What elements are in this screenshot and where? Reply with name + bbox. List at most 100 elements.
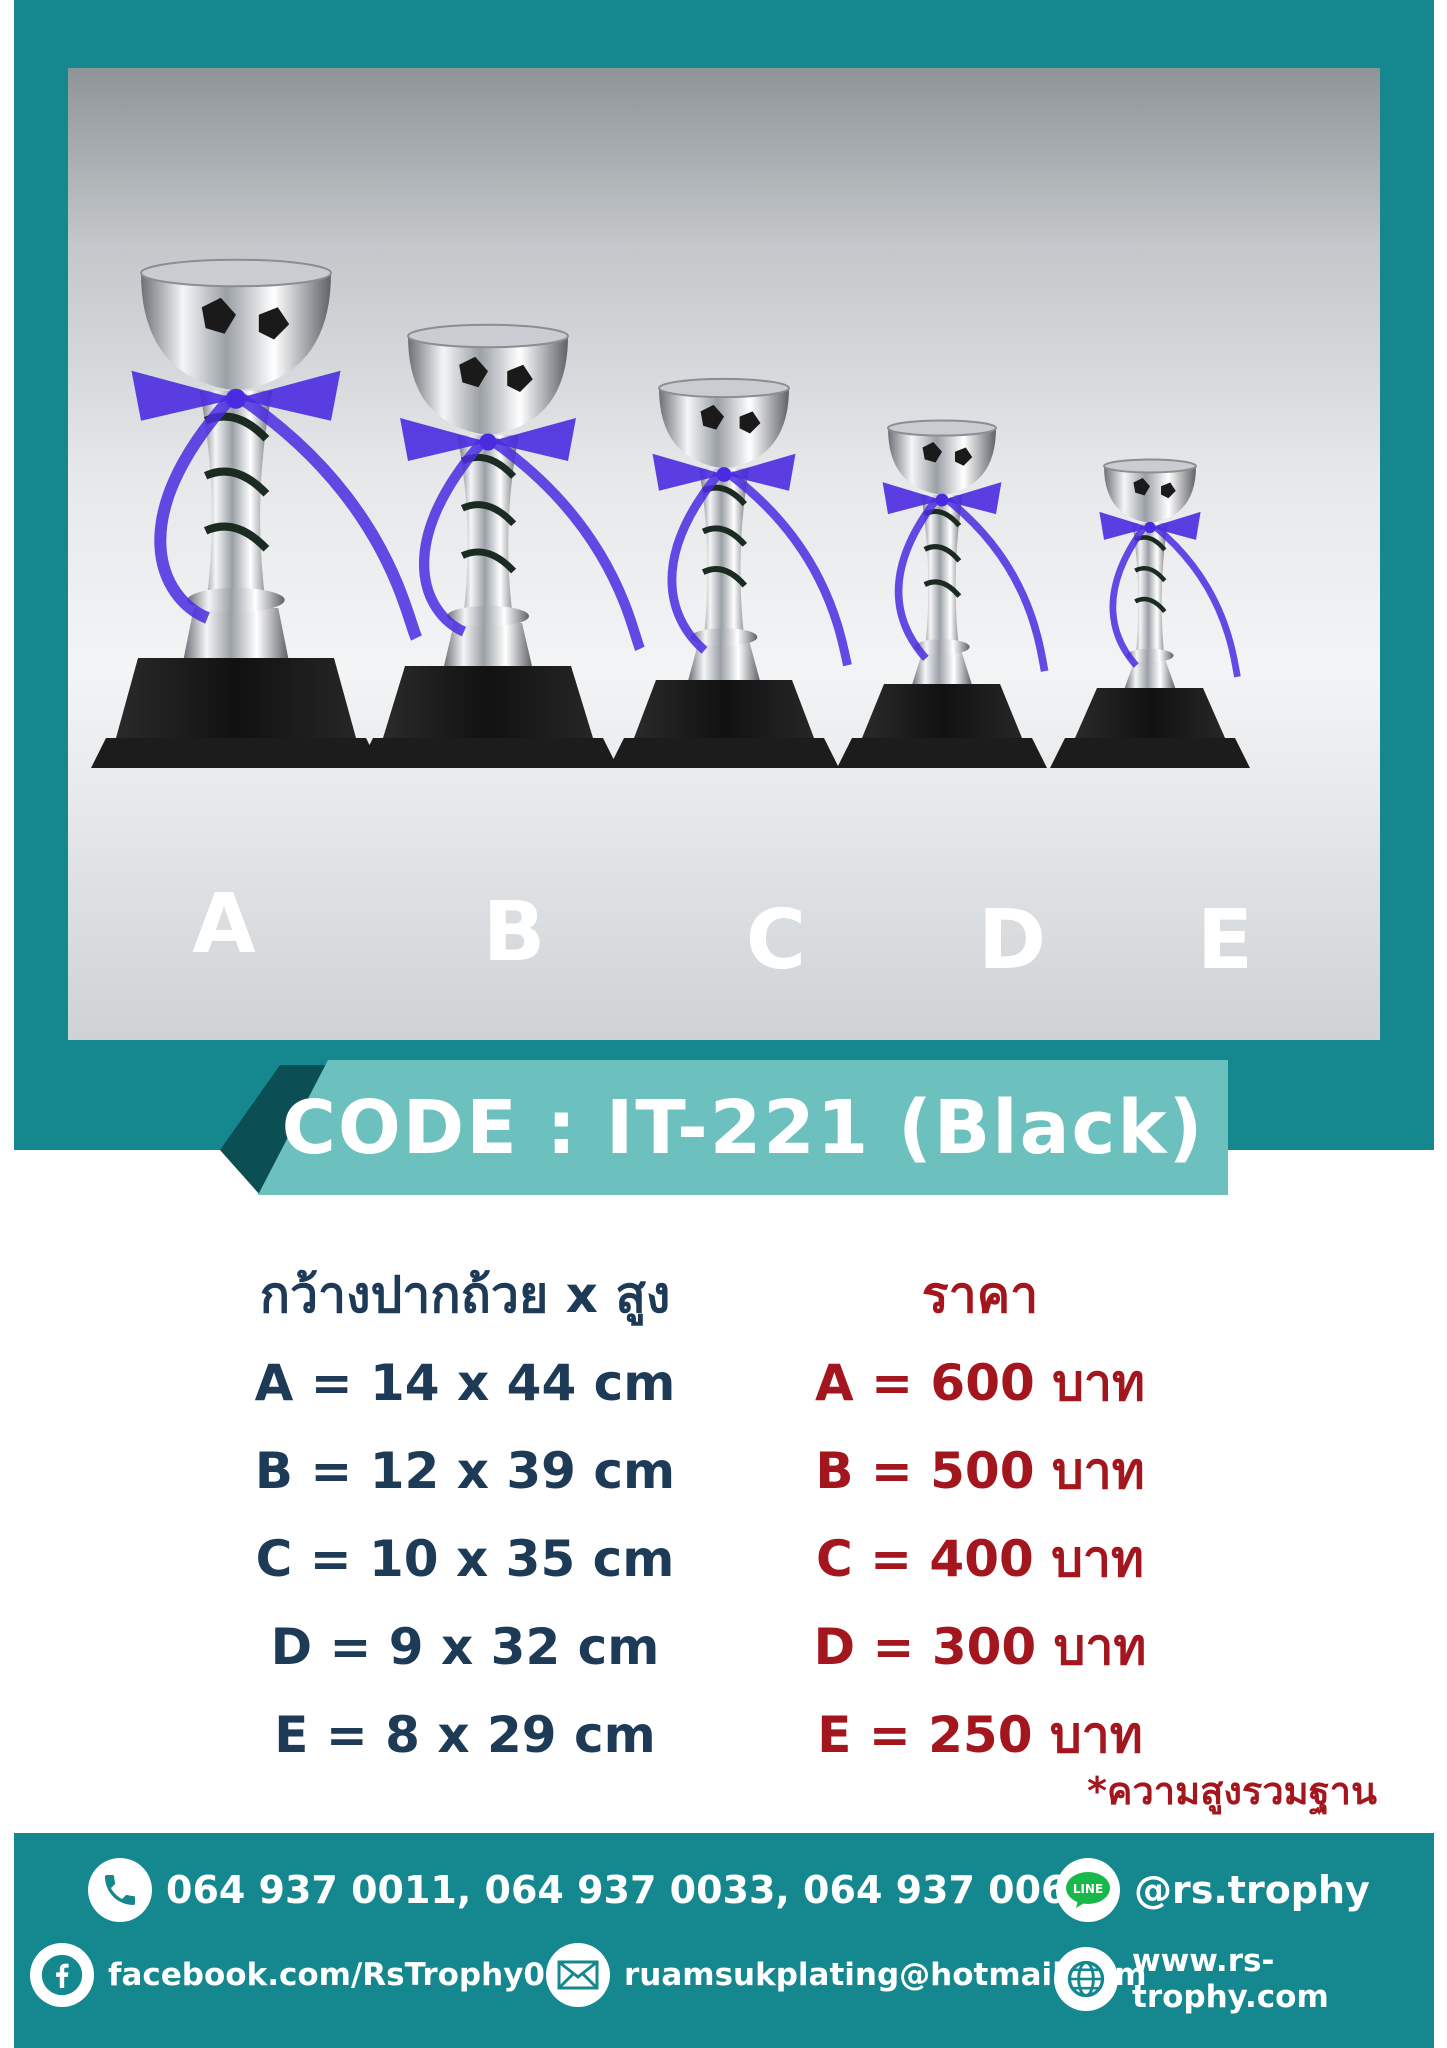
trophy-a-ribbon-bow [236,370,341,421]
price-header: ราคา [921,1266,1039,1324]
size-row-b: B = 12 x 39 cm [254,1442,676,1500]
size-row-e: E = 8 x 29 cm [274,1706,656,1764]
website-url: www.rs-trophy.com [1132,1943,1329,2015]
line-id: @rs.trophy [1134,1868,1370,1912]
trophy-a-stripe [203,467,270,497]
size-row-a: A = 14 x 44 cm [254,1354,676,1412]
trophy-c-ribbon-tail [667,471,722,654]
trophy-letter-e: E [1196,893,1253,988]
price-row-b: B = 500 บาท [815,1442,1145,1500]
price-row-c: C = 400 บาท [816,1530,1144,1588]
trophy-a-cup [141,273,331,391]
size-column: กว้างปากถ้วย x สูง A = 14 x 44 cm B = 12… [240,1265,690,1765]
website-contact[interactable]: www.rs-trophy.com [1054,1943,1447,2015]
trophy-a-stripe [203,522,270,552]
trophy-d-stripe [923,579,962,598]
trophy-e-pattern [1161,482,1176,499]
trophy-e-pattern [1133,477,1150,496]
facebook-contact[interactable]: facebook.com/RsTrophy01 [30,1943,567,2007]
trophy-c-base [634,680,814,738]
trophy-e-ribbon-tail [1153,524,1241,678]
trophy-b-stripe [460,548,517,574]
trophy-b-cup [408,336,568,436]
trophy-b-foot [444,623,532,666]
trophy-d-cup [888,428,996,495]
trophy-e-cup-rim [1103,458,1197,474]
trophy-letter-d: D [977,893,1047,988]
trophy-c-ribbon-bow [724,453,796,491]
trophy-a-ribbon-tail [154,394,235,624]
trophy-a-ribbon-bow [131,370,236,421]
trophy-a-knob [187,588,285,612]
trophy-e-ribbon-bow [1099,511,1150,540]
trophy-c-plinth [609,738,839,768]
contact-footer [14,1833,1434,2048]
code-band [258,1060,1228,1195]
facebook-icon [30,1943,94,2007]
trophy-c-foot [688,643,760,680]
trophy-d-pattern [922,442,942,463]
trophy-b-ribbon-bow [400,418,488,461]
trophy-letter-b: B [482,885,546,980]
size-row-d: D = 9 x 32 cm [270,1618,660,1676]
trophy-e-ribbon-tail [1109,525,1147,668]
trophy-d-plinth [837,738,1047,768]
trophy-c-cup [659,388,789,469]
trophy-c-pattern [739,411,761,434]
trophy-b-pattern [507,364,533,392]
trophy-photo: A B C D E [68,68,1380,1040]
trophy-c-pattern [700,404,724,430]
trophy-d-ribbon-tail [894,497,940,661]
trophy-e-stem [1132,523,1168,660]
trophy-d-ribbon-bow [942,482,1002,515]
trophy-c-ribbon-bow [652,453,724,491]
height-note: *ความสูงรวมฐาน [1087,1769,1377,1813]
trophy-c-cup-rim [658,377,790,399]
trophy-d-ribbon-knot [935,493,949,507]
phone-icon [88,1858,152,1922]
trophy-a-pattern [258,307,290,340]
trophy-b-pattern [459,356,488,388]
trophy-d-cup-rim [887,419,997,437]
trophy-d-stem [921,494,963,652]
trophy-d-ribbon-bow [882,482,942,515]
trophy-a-stem [199,390,273,608]
size-header: กว้างปากถ้วย x สูง [259,1266,671,1324]
trophy-b-base [383,666,593,738]
trophy-c-stripe [701,525,748,547]
price-row-e: E = 250 บาท [817,1706,1143,1764]
trophy-d-base [862,684,1022,738]
trophy-e-stripe [1134,596,1167,613]
trophy-c-stripe [701,566,748,588]
price-column: ราคา A = 600 บาท B = 500 บาท C = 400 บาท… [800,1265,1160,1765]
trophy-a-base [116,658,356,738]
size-row-c: C = 10 x 35 cm [255,1530,675,1588]
trophy-c-knob [690,628,758,646]
trophy-e-plinth [1050,738,1250,768]
line-contact[interactable]: LINE @rs.trophy [1056,1858,1370,1922]
trophy-b-stem [457,435,519,623]
price-row-a: A = 600 บาท [815,1354,1145,1412]
trophy-b-knob [447,605,529,627]
trophy-d-stripe [923,544,962,563]
trophy-b-ribbon-bow [488,418,576,461]
trophy-b-stripe [460,501,517,527]
trophy-letter-c: C [745,893,807,988]
trophy-b-ribbon-tail [491,437,645,651]
trophy-b-plinth [358,738,618,768]
trophy-d-ribbon-tail [945,497,1049,672]
product-code: CODE : IT-221 (Black) [281,1084,1205,1171]
price-row-d: D = 300 บาท [813,1618,1147,1676]
trophy-e-cup [1104,466,1196,524]
svg-text:LINE: LINE [1073,1882,1103,1896]
trophy-b-cup-rim [407,323,569,349]
trophy-d-pattern [954,447,973,466]
trophy-e-base [1075,688,1225,738]
trophy-a-pattern [201,297,236,334]
trophy-e-ribbon-knot [1144,521,1156,534]
phone-numbers: 064 937 0011, 064 937 0033, 064 937 0066 [166,1868,1094,1912]
phone-contact[interactable]: 064 937 0011, 064 937 0033, 064 937 0066 [88,1858,1094,1922]
trophy-a-plinth [91,738,381,768]
line-icon: LINE [1056,1858,1120,1922]
email-icon [546,1943,610,2007]
